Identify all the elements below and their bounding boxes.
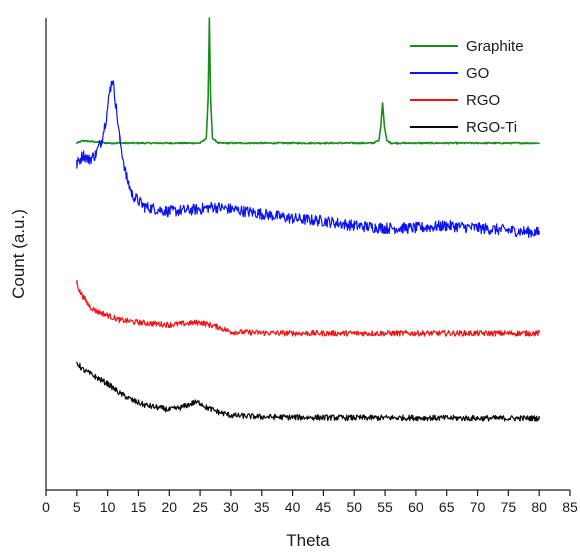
x-tick-label: 10 — [100, 499, 116, 515]
x-axis-ticks: 0 5 10 15 20 25 30 35 40 45 50 55 60 65 70 75 80 85 — [42, 490, 578, 515]
series-line-go — [76, 80, 540, 239]
series-line-rgo-ti — [76, 361, 540, 422]
x-tick-label: 0 — [42, 499, 50, 515]
x-tick-label: 35 — [254, 499, 270, 515]
x-tick-label: 30 — [223, 499, 239, 515]
legend-item: RGO — [410, 92, 500, 109]
legend-label: GO — [466, 65, 489, 82]
x-tick-label: 65 — [439, 499, 455, 515]
x-tick-label: 50 — [346, 499, 362, 515]
x-tick-label: 45 — [316, 499, 332, 515]
series-line-graphite — [76, 17, 540, 145]
x-tick-label: 85 — [562, 499, 578, 515]
x-tick-label: 25 — [192, 499, 208, 515]
plot-area — [45, 18, 570, 491]
x-tick-label: 55 — [377, 499, 393, 515]
series-layer — [76, 17, 540, 422]
legend-label: RGO-Ti — [466, 119, 517, 136]
legend: Graphite GO RGO RGO-Ti — [410, 38, 524, 136]
x-tick-label: 15 — [131, 499, 147, 515]
legend-item: RGO-Ti — [410, 119, 517, 136]
y-axis-title: Count (a.u.) — [9, 209, 28, 299]
x-tick-label: 20 — [162, 499, 178, 515]
x-tick-label: 70 — [470, 499, 486, 515]
x-tick-label: 40 — [285, 499, 301, 515]
legend-item: Graphite — [410, 38, 524, 55]
legend-item: GO — [410, 65, 489, 82]
x-tick-label: 80 — [531, 499, 547, 515]
legend-label: Graphite — [466, 38, 524, 55]
x-tick-label: 75 — [501, 499, 517, 515]
series-line-rgo — [76, 279, 540, 337]
legend-label: RGO — [466, 92, 500, 109]
x-tick-label: 60 — [408, 499, 424, 515]
x-axis-title: Theta — [286, 531, 330, 550]
x-tick-label: 5 — [73, 499, 81, 515]
